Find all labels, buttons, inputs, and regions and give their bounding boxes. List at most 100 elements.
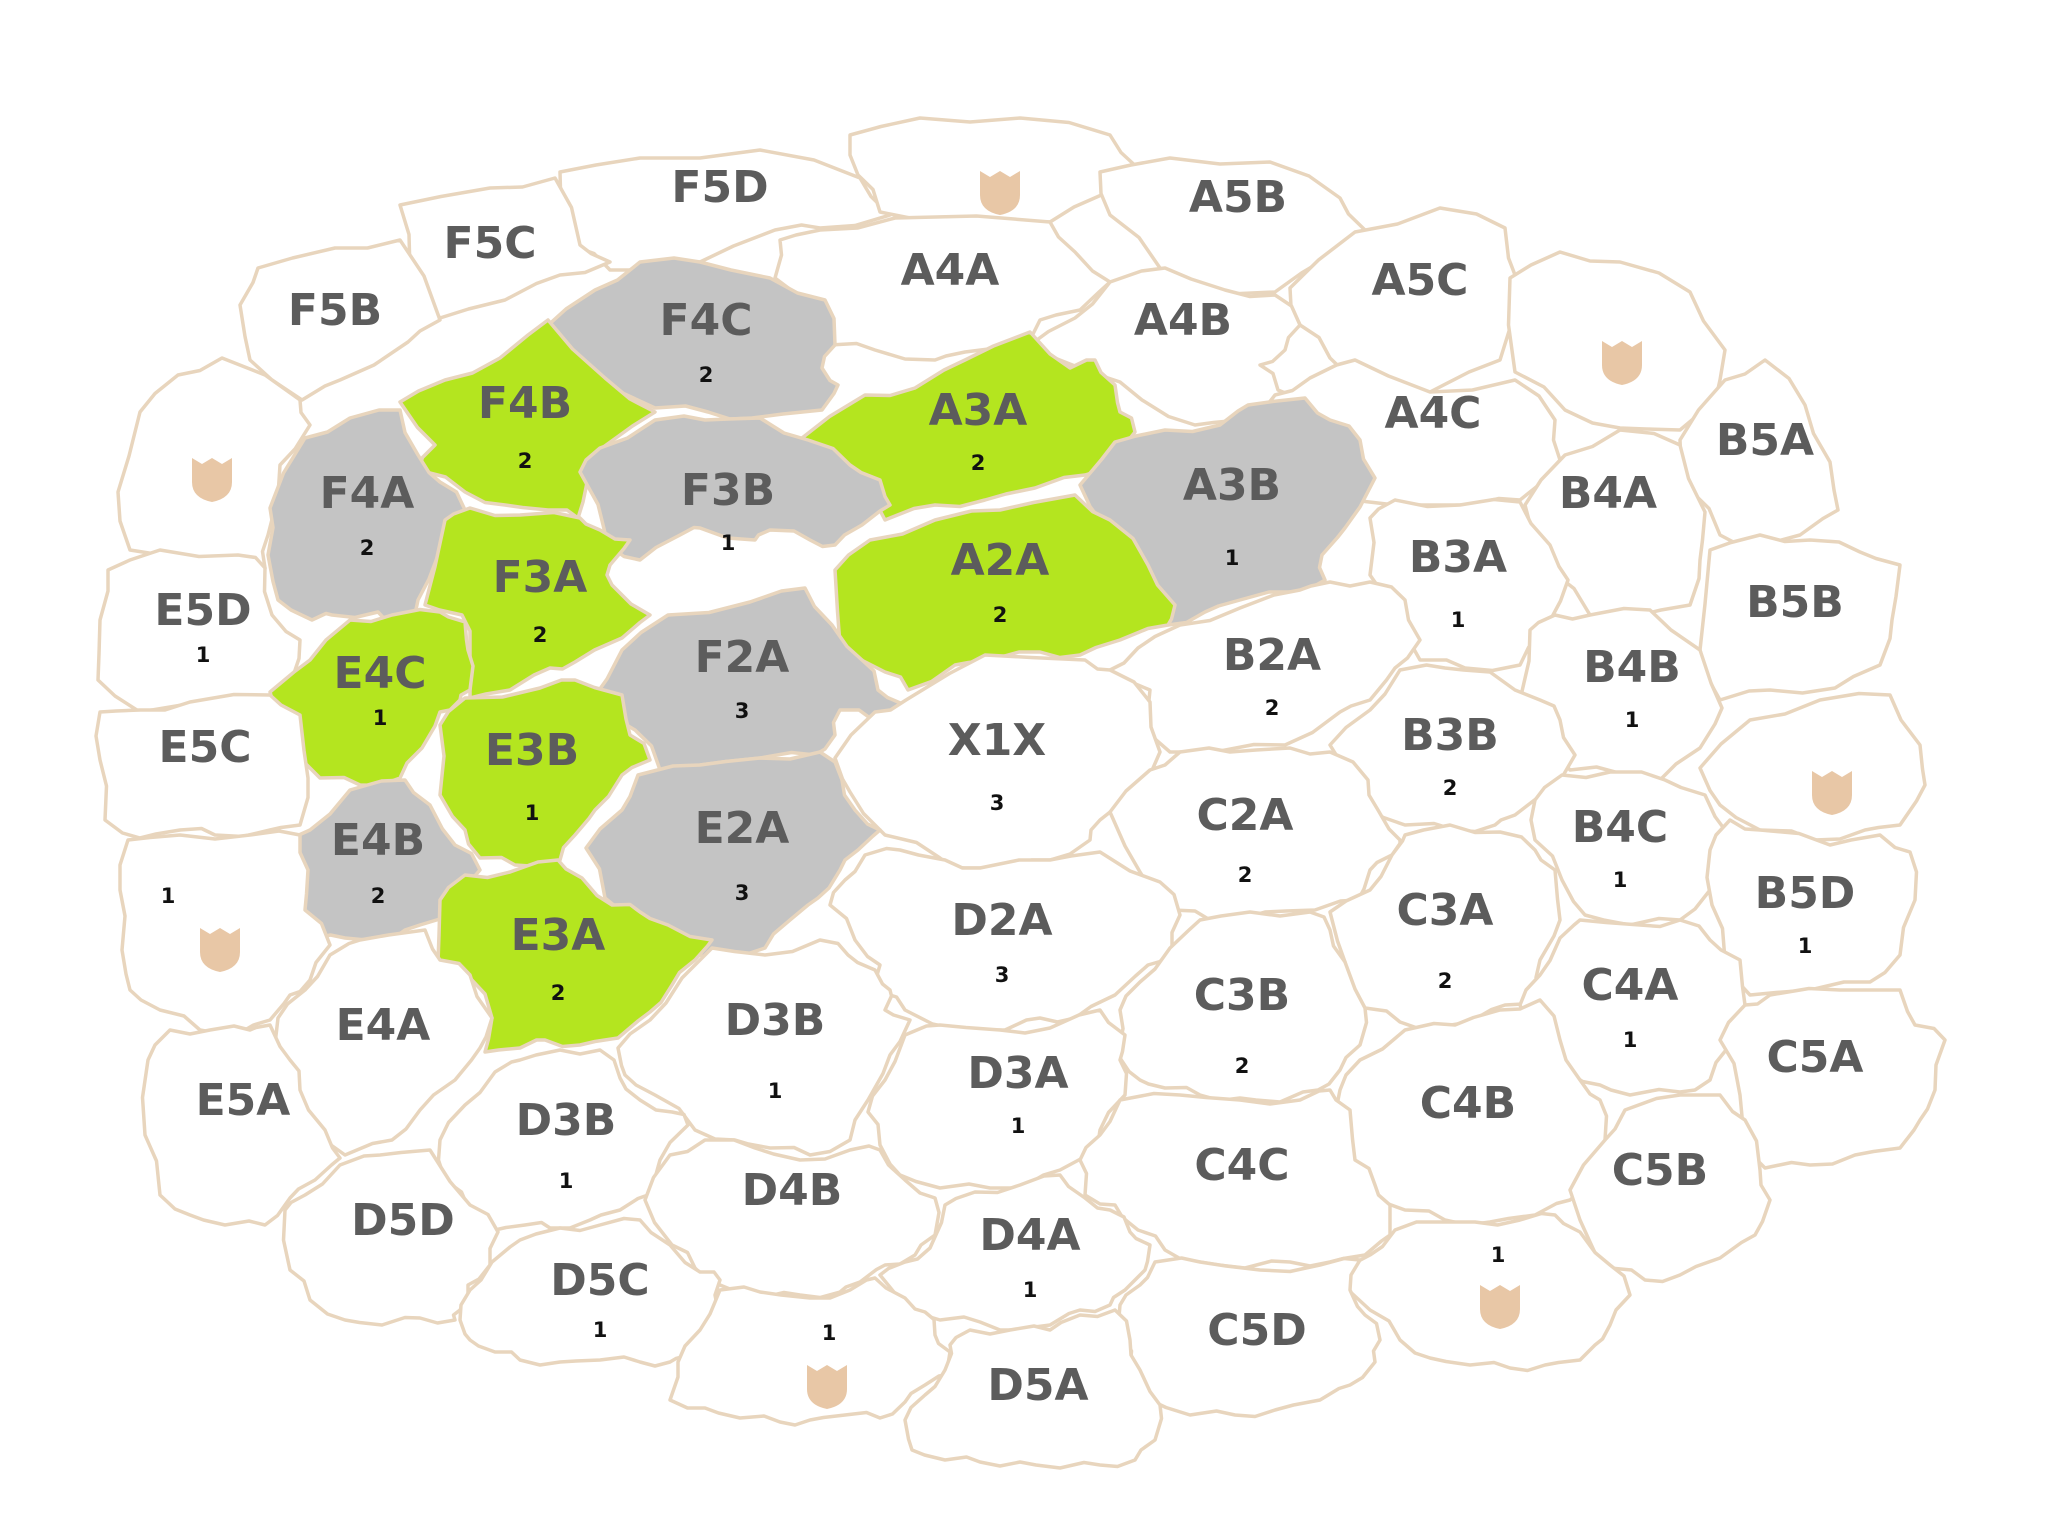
region-f2a[interactable]: F2A 3: [590, 586, 907, 774]
region-shield-se[interactable]: 1: [1338, 1211, 1632, 1373]
region-shape-shield-top[interactable]: [848, 116, 1142, 224]
region-label: C5A: [1767, 1032, 1864, 1083]
region-a4a[interactable]: A4A: [773, 214, 1112, 362]
region-b2a[interactable]: B2A 2: [1108, 580, 1422, 754]
region-c5a[interactable]: C5A: [1718, 986, 1947, 1170]
region-shape-d3b-lower[interactable]: [436, 1048, 690, 1232]
region-shield-e[interactable]: [1698, 691, 1927, 842]
region-shape-f4c[interactable]: [543, 256, 840, 421]
region-count: 1: [161, 884, 176, 908]
region-shape-d5d[interactable]: [281, 1148, 500, 1327]
region-count: 1: [1023, 1278, 1038, 1302]
region-e4b[interactable]: E4B 2: [276, 778, 482, 943]
region-shape-d3b-upper[interactable]: [616, 938, 912, 1157]
region-c5b[interactable]: C5B: [1568, 1093, 1772, 1284]
region-shape-e5c[interactable]: [94, 692, 310, 840]
region-shape-f4a[interactable]: [266, 408, 467, 634]
region-label: D5D: [351, 1195, 455, 1246]
region-count: 2: [1265, 696, 1280, 720]
region-c3a[interactable]: C3A 2: [1328, 823, 1562, 1031]
region-c4c[interactable]: C4C: [1078, 1088, 1392, 1270]
region-shape-c3a[interactable]: [1328, 823, 1562, 1031]
region-label: C5D: [1207, 1305, 1306, 1356]
region-d4b[interactable]: D4B: [643, 1138, 941, 1300]
region-shape-f2a[interactable]: [590, 586, 907, 774]
region-label: B3B: [1401, 710, 1499, 761]
region-shape-e3b[interactable]: [438, 678, 652, 869]
region-shape-e3a[interactable]: [436, 858, 714, 1054]
region-shield-sw[interactable]: 1: [118, 829, 332, 1036]
region-shape-d4b[interactable]: [643, 1138, 941, 1300]
region-d2a[interactable]: D2A 3: [828, 846, 1182, 1032]
region-a2a[interactable]: A2A 2: [833, 493, 1177, 692]
region-d5a[interactable]: D5A: [903, 1308, 1164, 1470]
region-shield-ne[interactable]: [1506, 250, 1727, 432]
region-b4b[interactable]: B4B 1: [1518, 606, 1724, 782]
region-shape-a5c[interactable]: [1288, 206, 1522, 400]
region-b5d[interactable]: B5D 1: [1705, 818, 1919, 997]
region-b5a[interactable]: B5A: [1678, 358, 1840, 550]
region-count: 2: [971, 451, 986, 475]
region-shape-d4a[interactable]: [878, 1173, 1152, 1332]
region-shape-d3a[interactable]: [866, 1008, 1129, 1190]
region-f3b[interactable]: F3B 1: [578, 414, 892, 562]
region-a3b[interactable]: A3B 1: [1078, 396, 1377, 627]
region-label: D5C: [550, 1255, 649, 1306]
region-shape-shield-e[interactable]: [1698, 691, 1927, 842]
region-shape-a3a[interactable]: [800, 330, 1137, 522]
region-d5c[interactable]: D5C 1: [458, 1216, 722, 1368]
region-shape-a2a[interactable]: [833, 493, 1177, 692]
region-shape-e5a[interactable]: [140, 1023, 342, 1227]
region-label: E4B: [331, 815, 425, 866]
region-f5b[interactable]: F5B: [238, 238, 442, 402]
region-shape-a4b[interactable]: [1028, 266, 1312, 427]
region-label: F4B: [478, 378, 572, 429]
region-shape-d5a[interactable]: [903, 1308, 1164, 1470]
region-d4a[interactable]: D4A 1: [878, 1173, 1152, 1332]
region-b5b[interactable]: B5B: [1698, 533, 1902, 702]
region-shield-s[interactable]: 1: [668, 1276, 952, 1427]
region-label: E5A: [196, 1075, 291, 1126]
region-b4a[interactable]: B4A: [1523, 428, 1707, 621]
region-shape-f3a[interactable]: [423, 506, 652, 700]
region-shape-b4a[interactable]: [1523, 428, 1707, 621]
region-c2a[interactable]: C2A 2: [1108, 746, 1402, 922]
region-e3b[interactable]: E3B 1: [438, 678, 652, 869]
region-shield-top[interactable]: [848, 116, 1142, 224]
region-shape-f3b[interactable]: [578, 414, 892, 562]
region-label: F5C: [444, 218, 537, 269]
region-label: D3B: [725, 995, 826, 1046]
region-b3a[interactable]: B3A 1: [1368, 497, 1570, 673]
region-a4b[interactable]: A4B: [1028, 266, 1312, 427]
region-shape-c5b[interactable]: [1568, 1093, 1772, 1284]
region-label: F5B: [288, 285, 382, 336]
region-e5a[interactable]: E5A: [140, 1023, 342, 1227]
region-a5c[interactable]: A5C: [1288, 206, 1522, 400]
region-c3b[interactable]: C3B 2: [1116, 910, 1369, 1104]
region-shape-c4c[interactable]: [1078, 1088, 1392, 1270]
region-shape-f5b[interactable]: [238, 238, 442, 402]
region-d3b-upper[interactable]: D3B 1: [616, 938, 912, 1157]
region-count: 1: [1225, 546, 1240, 570]
region-e3a[interactable]: E3A 2: [436, 858, 714, 1054]
region-shape-c3b[interactable]: [1116, 910, 1369, 1104]
region-label: C3A: [1397, 885, 1494, 936]
region-count: 3: [735, 699, 750, 723]
region-count: 1: [1451, 608, 1466, 632]
region-f4a[interactable]: F4A 2: [266, 408, 467, 634]
region-d3b-lower[interactable]: D3B 1: [436, 1048, 690, 1232]
region-count: 3: [735, 881, 750, 905]
region-e5c[interactable]: E5C: [94, 692, 310, 840]
region-shape-b5a[interactable]: [1678, 358, 1840, 550]
region-a3a[interactable]: A3A 2: [800, 330, 1137, 522]
region-d3a[interactable]: D3A 1: [866, 1008, 1129, 1190]
region-f3a[interactable]: F3A 2: [423, 506, 652, 700]
region-label: E3B: [485, 725, 579, 776]
region-d5d[interactable]: D5D: [281, 1148, 500, 1327]
region-f4c[interactable]: F4C 2: [543, 256, 840, 421]
region-count: 2: [533, 623, 548, 647]
region-f5c[interactable]: F5C: [398, 176, 612, 320]
region-count: 1: [1613, 868, 1628, 892]
region-count: 1: [1798, 934, 1813, 958]
